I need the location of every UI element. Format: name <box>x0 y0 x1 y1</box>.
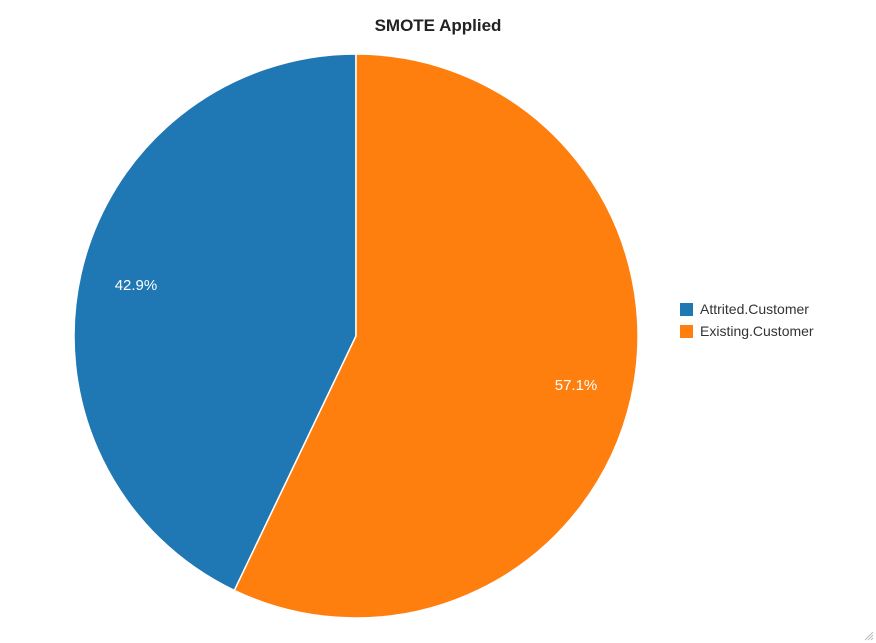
pie-slice-attrited[interactable] <box>73 53 357 592</box>
legend-label-existing: Existing.Customer <box>700 323 814 339</box>
legend-item-existing[interactable]: Existing.Customer <box>680 320 814 342</box>
resize-grip-icon[interactable] <box>862 629 874 641</box>
legend-label-attrited: Attrited.Customer <box>700 301 809 317</box>
chart-title: SMOTE Applied <box>374 16 502 35</box>
legend-swatch-existing <box>680 324 693 338</box>
slice-label-existing: 57.1% <box>555 377 598 394</box>
slice-label-attrited: 42.9% <box>115 277 158 294</box>
legend-item-attrited[interactable]: Attrited.Customer <box>680 298 814 320</box>
pie-slice-existing[interactable] <box>233 53 639 619</box>
legend: Attrited.Customer Existing.Customer <box>680 298 814 342</box>
legend-swatch-attrited <box>680 302 693 316</box>
